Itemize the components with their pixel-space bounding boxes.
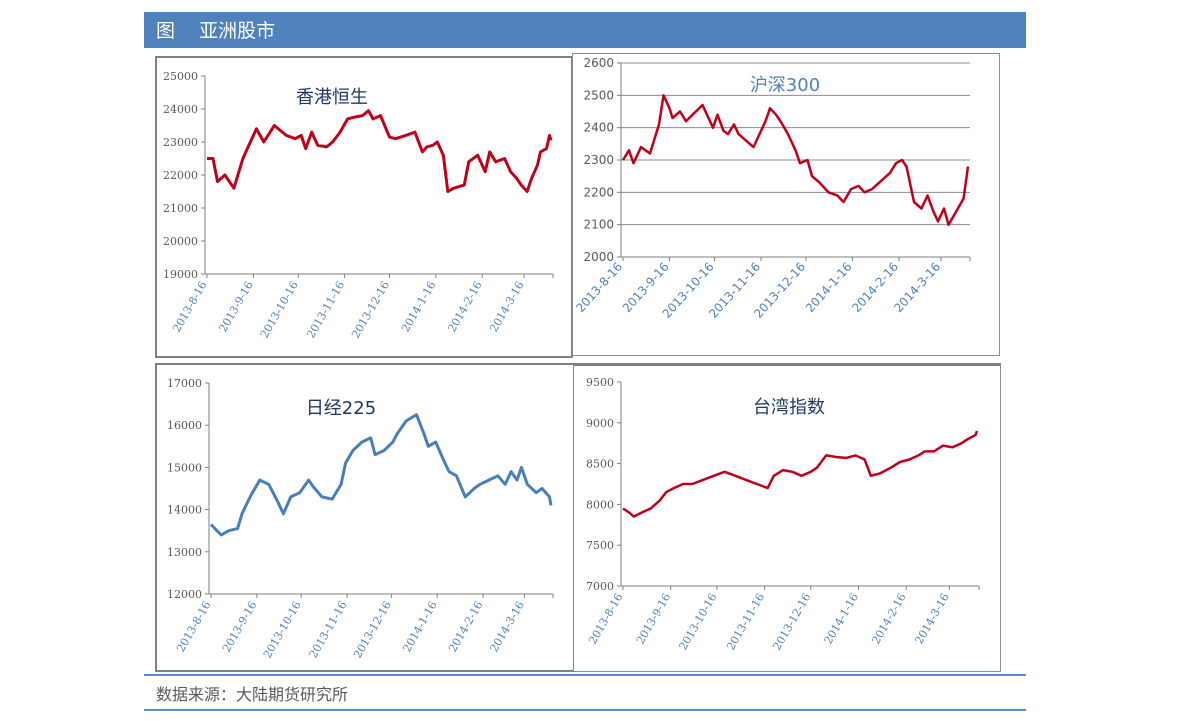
x-tick-label: 2013-11-16: [304, 279, 347, 340]
csi300-chart-panel: 2000 2100 2200 2300 2400 2500 2600 2013-8-16 201…: [572, 53, 1000, 356]
taiex-chart-title: 台湾指数: [753, 397, 825, 418]
header-title: 图 亚洲股市: [156, 20, 276, 42]
y-tick-label: 14000: [167, 504, 202, 517]
y-tick-label: 13000: [167, 546, 202, 559]
nikkei-chart-title: 日经225: [305, 398, 377, 419]
y-tick-label: 2100: [583, 218, 614, 232]
x-tick-label: 2013-10-16: [677, 591, 720, 652]
taiex-series-line: [622, 430, 979, 518]
x-tick-label: 2013-8-16: [170, 279, 209, 334]
x-tick-label: 2014-1-16: [399, 279, 438, 334]
x-tick-label: 2013-8-16: [573, 260, 625, 316]
x-tick-label: 2013-12-16: [349, 279, 392, 340]
y-tick-label: 2300: [583, 153, 614, 167]
hsi-chart-title: 香港恒生: [296, 87, 368, 108]
x-tick-label: 2013-10-16: [261, 599, 304, 660]
csi300-chart: 2000 2100 2200 2300 2400 2500 2600 2013-8-16 201…: [573, 56, 971, 321]
x-tick-label: 2014-2-16: [445, 279, 484, 334]
footer-source: 数据来源：大陆期货研究所: [156, 685, 349, 704]
x-tick-label: 2014-3-16: [487, 279, 526, 334]
y-tick-label: 9000: [586, 417, 614, 430]
y-tick-label: 7000: [586, 580, 614, 593]
x-tick-label: 2013-12-16: [351, 599, 394, 660]
y-tick-label: 9500: [586, 376, 614, 389]
x-tick-label: 2014-2-16: [869, 591, 908, 646]
x-tick-label: 2013-9-16: [216, 279, 255, 334]
y-tick-label: 2400: [583, 121, 614, 135]
taiex-chart-panel: 7000 7500 8000 8500 9000 9500 2013-8-16 2013-9-…: [573, 363, 1001, 672]
csi300-series-line: [621, 94, 970, 226]
y-tick-label: 17000: [167, 377, 202, 390]
y-tick-label: 2200: [583, 185, 614, 199]
footer-divider-top: [144, 674, 1026, 676]
x-tick-label: 2014-3-16: [488, 599, 527, 654]
x-tick-label: 2014-3-16: [912, 591, 951, 646]
y-tick-label: 8500: [586, 458, 614, 471]
x-tick-label: 2014-2-16: [446, 599, 485, 654]
x-tick-label: 2014-1-16: [822, 591, 861, 646]
y-tick-label: 2500: [583, 88, 614, 102]
x-tick-label: 2013-8-16: [174, 599, 213, 654]
header-bar: 图 亚洲股市: [144, 12, 1026, 48]
y-tick-label: 19000: [163, 268, 198, 281]
y-tick-label: 2600: [583, 56, 614, 70]
nikkei-chart-panel: 12000 13000 14000 15000 16000 17000 2013-8-16 2…: [155, 363, 575, 672]
x-tick-label: 2014-1-16: [803, 260, 855, 316]
hsi-series-line: [207, 109, 553, 193]
x-tick-label: 2014-1-16: [400, 599, 439, 654]
x-tick-label: 2013-10-16: [258, 279, 301, 340]
y-tick-label: 25000: [163, 70, 198, 83]
taiex-chart: 7000 7500 8000 8500 9000 9500 2013-8-16 2013-9-…: [586, 376, 980, 652]
x-tick-label: 2013-8-16: [586, 591, 625, 646]
y-tick-label: 23000: [163, 136, 198, 149]
hsi-chart: 19000 20000 21000 22000 23000 24000 25000 2013-…: [163, 70, 554, 340]
y-tick-label: 7500: [586, 539, 614, 552]
y-tick-label: 12000: [167, 588, 202, 601]
csi300-chart-title: 沪深300: [749, 75, 821, 96]
y-tick-label: 8000: [586, 498, 614, 511]
footer-divider-bottom: [144, 709, 1026, 711]
y-tick-label: 21000: [163, 202, 198, 215]
x-tick-label: 2013-12-16: [770, 591, 813, 652]
y-tick-label: 24000: [163, 103, 198, 116]
y-tick-label: 15000: [167, 461, 202, 474]
x-tick-label: 2013-11-16: [307, 599, 350, 660]
y-tick-label: 16000: [167, 419, 202, 432]
x-tick-label: 2013-11-16: [724, 591, 767, 652]
y-tick-label: 20000: [163, 235, 198, 248]
x-tick-label: 2013-9-16: [634, 591, 673, 646]
nikkei-series-line: [209, 413, 553, 537]
hsi-chart-panel: 19000 20000 21000 22000 23000 24000 25000 2013-…: [155, 56, 573, 358]
y-tick-label: 2000: [583, 250, 614, 264]
y-tick-label: 22000: [163, 169, 198, 182]
x-tick-label: 2013-9-16: [220, 599, 259, 654]
